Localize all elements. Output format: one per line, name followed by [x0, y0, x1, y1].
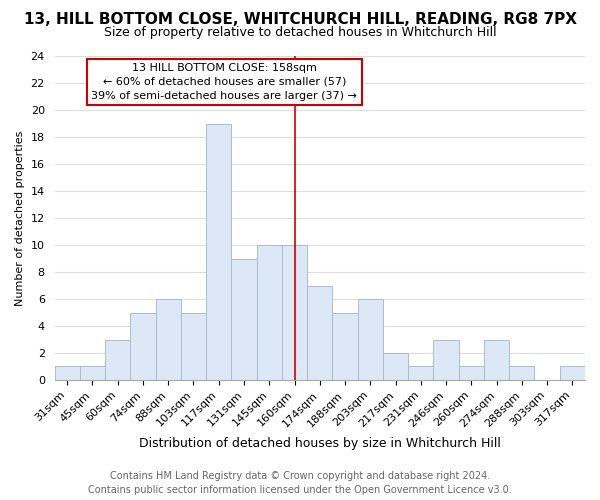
Bar [458, 366, 484, 380]
Bar [282, 245, 307, 380]
Bar [484, 340, 509, 380]
Bar [206, 124, 232, 380]
Bar [155, 299, 181, 380]
Bar [80, 366, 105, 380]
Bar [55, 366, 80, 380]
Bar [383, 353, 408, 380]
X-axis label: Distribution of detached houses by size in Whitchurch Hill: Distribution of detached houses by size … [139, 437, 501, 450]
Bar [408, 366, 433, 380]
Bar [257, 245, 282, 380]
Bar [232, 258, 257, 380]
Bar [332, 312, 358, 380]
Bar [358, 299, 383, 380]
Bar [181, 312, 206, 380]
Bar [130, 312, 155, 380]
Bar [433, 340, 458, 380]
Bar [560, 366, 585, 380]
Text: 13, HILL BOTTOM CLOSE, WHITCHURCH HILL, READING, RG8 7PX: 13, HILL BOTTOM CLOSE, WHITCHURCH HILL, … [23, 12, 577, 28]
Bar [307, 286, 332, 380]
Bar [509, 366, 535, 380]
Text: Size of property relative to detached houses in Whitchurch Hill: Size of property relative to detached ho… [104, 26, 496, 39]
Y-axis label: Number of detached properties: Number of detached properties [15, 130, 25, 306]
Bar [105, 340, 130, 380]
Text: 13 HILL BOTTOM CLOSE: 158sqm
← 60% of detached houses are smaller (57)
39% of se: 13 HILL BOTTOM CLOSE: 158sqm ← 60% of de… [91, 63, 357, 101]
Text: Contains HM Land Registry data © Crown copyright and database right 2024.
Contai: Contains HM Land Registry data © Crown c… [88, 471, 512, 495]
